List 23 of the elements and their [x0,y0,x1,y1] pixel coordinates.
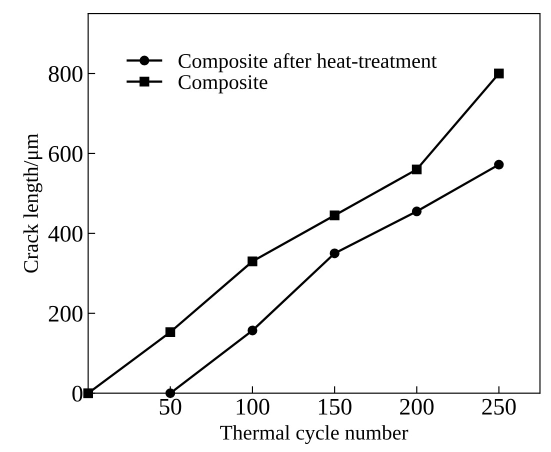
point [330,248,340,258]
x-tick-label: 250 [482,398,516,415]
legend-label: Composite [178,75,268,94]
point [494,160,504,170]
point [494,68,504,78]
y-tick-label: 0 [72,386,82,402]
point [248,326,258,336]
x-tick-label: 150 [318,398,352,415]
y-tick-label: 200 [48,306,82,322]
x-tick-label: 100 [236,398,270,415]
point [165,327,176,337]
point [412,164,422,174]
x-tick-label: 50 [160,398,182,415]
y-tick-label: 800 [48,66,82,82]
x-tick-label: 200 [400,398,434,415]
x-axis-title: Thermal cycle number [220,425,408,444]
legend-label: Composite after heat-treatment [178,53,437,72]
point [330,210,340,220]
y-axis-title: Crack length/μm [23,134,42,273]
y-tick-label: 400 [48,226,82,242]
point [248,256,258,266]
point [412,206,422,216]
y-tick-label: 600 [48,146,82,162]
